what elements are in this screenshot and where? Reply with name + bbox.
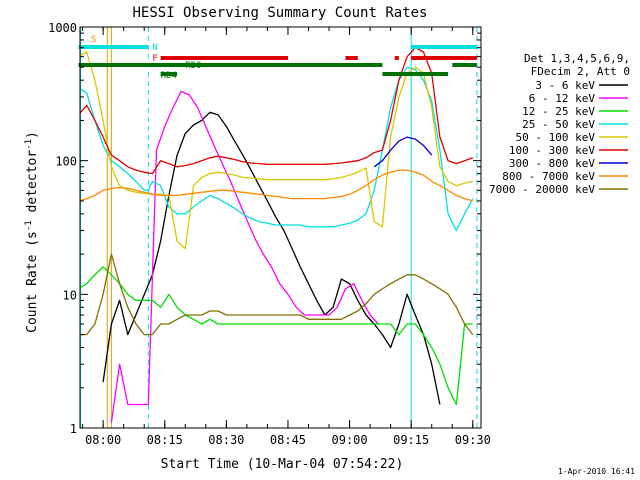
y-axis-label-sup1: -1 (24, 220, 34, 231)
timestamp-text: 1-Apr-2010 16:41 (558, 467, 635, 476)
y-axis-label-main: Count Rate (s (25, 231, 40, 333)
y-axis-label-mid: detector (25, 150, 40, 221)
series-6-12-kev (110, 90, 379, 423)
legend-label-300-800-kev: 300 - 800 keV (509, 157, 595, 170)
flag-label-rd0: RD0 (185, 61, 201, 71)
legend-label-3-6-kev: 3 - 6 keV (535, 79, 595, 92)
legend-label-100-300-kev: 100 - 300 keV (509, 144, 595, 157)
y-tick-label-2: 100 (55, 155, 77, 169)
legend-label-12-25-kev: 12 - 25 keV (522, 105, 595, 118)
y-axis-label-sup2: -1 (24, 139, 34, 150)
x-tick-label-2: 08:30 (208, 433, 244, 447)
plot-frame (79, 26, 482, 429)
x-tick-label-4: 09:00 (332, 433, 368, 447)
legend-header-0: Det 1,3,4,5,6,9, (524, 52, 630, 65)
series-25-50-kev (80, 66, 474, 232)
flag-label-rd4: RD4 (161, 71, 177, 81)
flag-layer: S NF RD0 RD4 (78, 35, 477, 81)
axis-layer: 08:00 08:15 08:30 08:45 09:00 09:15 09:30 1 10 10… (48, 21, 491, 447)
y-tick-label-0: 1 (70, 422, 77, 436)
legend-header-1: FDecim 2, Att 0 (531, 65, 630, 78)
x-tick-label-6: 09:30 (455, 433, 491, 447)
series-3-6-kev (102, 111, 441, 405)
x-axis-label: Start Time (10-Mar-04 07:54:22) (161, 457, 404, 472)
chart-title: HESSI Observing Summary Count Rates (132, 5, 427, 21)
y-tick-label-1: 10 (63, 288, 77, 302)
y-axis-label-end: ) (25, 131, 40, 139)
series-12-25-kev (80, 266, 473, 406)
x-tick-label-3: 08:45 (270, 433, 306, 447)
legend-label-800-7000-kev: 800 - 7000 keV (502, 170, 595, 183)
flag-label-f: F (152, 54, 157, 64)
series-800-7000-kev (80, 169, 473, 202)
x-tick-label-0: 08:00 (85, 433, 121, 447)
flag-label-s: S (91, 35, 96, 45)
legend-label-7000-20000-kev: 7000 - 20000 keV (489, 183, 595, 196)
series-300-800-kev (373, 136, 433, 168)
legend-label-6-12-kev: 6 - 12 keV (529, 92, 596, 105)
y-axis-label: Count Rate (s-1 detector-1) (24, 131, 40, 333)
x-tick-label-1: 08:15 (147, 433, 183, 447)
legend-label-25-50-kev: 25 - 50 keV (522, 118, 595, 131)
x-tick-label-5: 09:15 (393, 433, 429, 447)
series-7000-20000-kev (80, 253, 474, 336)
flag-label-n: N (152, 43, 157, 53)
y-tick-label-3: 1000 (48, 21, 77, 35)
series-100-300-kev (80, 47, 474, 175)
legend-label-50-100-kev: 50 - 100 keV (516, 131, 596, 144)
legend: Det 1,3,4,5,6,9,FDecim 2, Att 03 - 6 keV… (489, 52, 630, 196)
